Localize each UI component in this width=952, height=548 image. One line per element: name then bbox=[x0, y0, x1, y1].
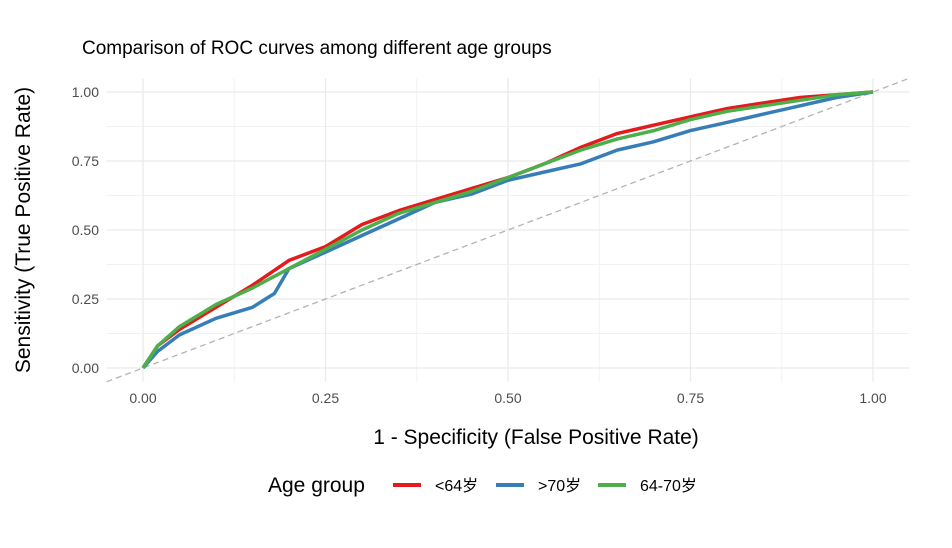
y-tick-label: 0.00 bbox=[72, 360, 99, 376]
reference-diagonal-line bbox=[106, 77, 910, 383]
y-tick-label: 0.25 bbox=[72, 291, 99, 307]
grid bbox=[106, 78, 910, 382]
legend: Age group <64岁 >70岁 64-70岁 bbox=[268, 474, 697, 497]
y-tick-labels: 0.00 0.25 0.50 0.75 1.00 bbox=[72, 84, 99, 376]
series-line-2 bbox=[141, 90, 874, 369]
chart-title: Comparison of ROC curves among different… bbox=[82, 38, 552, 59]
x-axis-label: 1 - Specificity (False Positive Rate) bbox=[373, 426, 699, 449]
x-tick-label: 0.75 bbox=[677, 390, 704, 406]
y-tick-label: 0.75 bbox=[72, 153, 99, 169]
series-line-1 bbox=[141, 90, 874, 370]
y-tick-label: 1.00 bbox=[72, 84, 99, 100]
x-tick-label: 0.25 bbox=[312, 390, 339, 406]
y-tick-label: 0.50 bbox=[72, 222, 99, 238]
x-tick-label: 0.00 bbox=[129, 390, 156, 406]
legend-label-1: >70岁 bbox=[538, 477, 581, 495]
y-axis-label: Sensitivity (True Positive Rate) bbox=[12, 87, 35, 373]
legend-label-2: 64-70岁 bbox=[640, 477, 697, 495]
x-tick-labels: 0.00 0.25 0.50 0.75 1.00 bbox=[129, 390, 886, 406]
x-tick-label: 1.00 bbox=[859, 390, 886, 406]
legend-title: Age group bbox=[268, 474, 365, 497]
series-group bbox=[141, 90, 874, 370]
legend-label-0: <64岁 bbox=[435, 477, 478, 495]
x-tick-label: 0.50 bbox=[494, 390, 521, 406]
